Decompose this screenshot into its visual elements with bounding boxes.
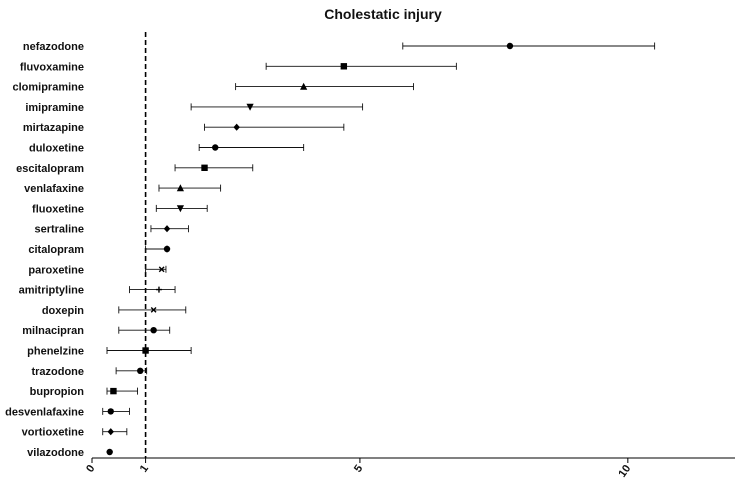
row-escitalopram: escitalopram	[16, 163, 254, 175]
estimate-marker	[107, 428, 114, 436]
category-label: bupropion	[30, 386, 85, 398]
estimate-marker	[150, 307, 157, 313]
category-label: sertraline	[34, 224, 84, 236]
category-label: vilazodone	[27, 447, 84, 459]
category-label: amitriptyline	[19, 285, 84, 297]
estimate-marker	[150, 327, 157, 334]
row-mirtazapine: mirtazapine	[23, 122, 345, 134]
category-label: nefazodone	[23, 41, 84, 53]
row-sertraline: sertraline	[34, 224, 189, 236]
row-vortioxetine: vortioxetine	[22, 427, 128, 439]
row-bupropion: bupropion	[30, 386, 138, 398]
row-nefazodone: nefazodone	[23, 41, 656, 53]
estimate-marker	[201, 164, 208, 171]
category-label: fluoxetine	[32, 203, 84, 215]
estimate-marker	[106, 448, 113, 456]
category-label: duloxetine	[29, 143, 84, 155]
estimate-marker	[300, 82, 308, 90]
row-trazodone: trazodone	[31, 366, 148, 378]
category-label: vortioxetine	[22, 427, 84, 439]
row-duloxetine: duloxetine	[29, 143, 305, 155]
row-fluvoxamine: fluvoxamine	[20, 61, 457, 73]
rows-layer: nefazodone fluvoxamine clomipramine imipram…	[5, 41, 656, 459]
category-label: venlafaxine	[24, 183, 84, 195]
estimate-marker	[176, 184, 185, 192]
estimate-marker	[506, 42, 514, 50]
chart-title: Cholestatic injury	[324, 6, 442, 22]
estimate-marker	[142, 347, 149, 354]
estimate-marker	[246, 103, 254, 111]
category-label: fluvoxamine	[20, 61, 84, 73]
row-milnacipran: milnacipran	[22, 325, 171, 337]
row-paroxetine: paroxetine	[28, 264, 167, 276]
category-label: escitalopram	[16, 163, 84, 175]
estimate-marker	[212, 144, 219, 151]
category-label: phenelzine	[27, 346, 84, 358]
estimate-marker	[176, 205, 185, 213]
x-tick-label: 5	[352, 463, 365, 475]
row-vilazodone: vilazodone	[27, 447, 113, 459]
category-label: milnacipran	[22, 325, 84, 337]
category-label: mirtazapine	[23, 122, 84, 134]
row-fluoxetine: fluoxetine	[32, 203, 208, 215]
x-tick-label: 0	[84, 463, 97, 475]
estimate-marker	[137, 367, 144, 374]
category-label: paroxetine	[28, 264, 84, 276]
estimate-marker	[163, 225, 171, 233]
row-clomipramine: clomipramine	[12, 82, 414, 94]
estimate-marker	[107, 408, 114, 415]
row-phenelzine: phenelzine	[27, 346, 192, 358]
row-amitriptyline: amitriptyline	[19, 285, 176, 297]
category-label: citalopram	[28, 244, 84, 256]
estimate-marker	[340, 63, 348, 70]
x-tick-label: 10	[616, 463, 633, 480]
category-label: trazodone	[31, 366, 84, 378]
x-axis: 0 1 5 10	[84, 457, 735, 480]
estimate-marker	[163, 245, 171, 253]
row-doxepin: doxepin	[42, 305, 187, 317]
row-venlafaxine: venlafaxine	[24, 183, 222, 195]
estimate-marker	[233, 123, 240, 131]
x-tick-label: 1	[138, 463, 151, 475]
category-label: clomipramine	[12, 82, 84, 94]
estimate-marker	[155, 286, 162, 293]
row-desvenlafaxine: desvenlafaxine	[5, 406, 130, 418]
category-label: imipramine	[25, 102, 84, 114]
category-label: desvenlafaxine	[5, 406, 84, 418]
estimate-marker	[158, 266, 165, 273]
estimate-marker	[110, 387, 117, 395]
row-citalopram: citalopram	[28, 244, 171, 256]
row-imipramine: imipramine	[25, 102, 364, 114]
category-label: doxepin	[42, 305, 84, 317]
